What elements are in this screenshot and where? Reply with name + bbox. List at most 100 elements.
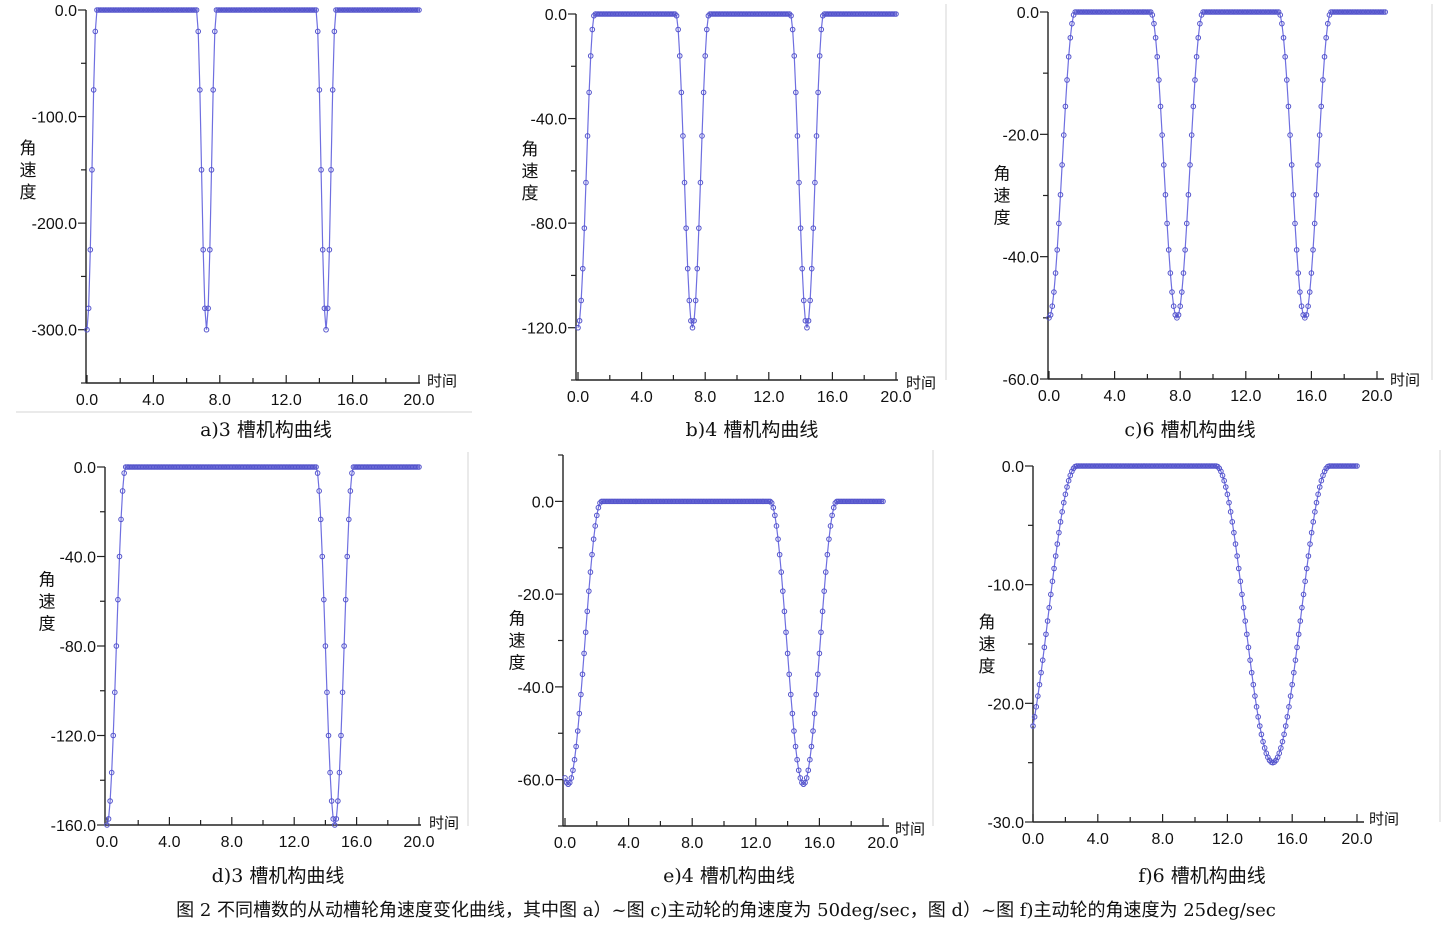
data-point bbox=[584, 133, 591, 139]
data-point bbox=[1308, 270, 1315, 276]
data-point bbox=[118, 516, 124, 523]
data-point bbox=[797, 225, 804, 231]
y-tick-label: -80.0 bbox=[531, 216, 568, 233]
data-point bbox=[316, 488, 322, 494]
data-point bbox=[795, 767, 802, 774]
data-point bbox=[1052, 553, 1059, 559]
data-point bbox=[1318, 103, 1325, 110]
y-tick-label: -20.0 bbox=[988, 696, 1025, 713]
data-point bbox=[322, 643, 329, 649]
y-tick-label: -40.0 bbox=[60, 550, 97, 567]
data-point bbox=[1144, 9, 1151, 15]
data-point bbox=[1300, 591, 1307, 598]
data-point bbox=[587, 569, 594, 575]
x-tick-label: 12.0 bbox=[1230, 388, 1261, 405]
data-point bbox=[812, 179, 818, 186]
data-point bbox=[1281, 731, 1287, 738]
data-point bbox=[800, 297, 807, 304]
x-tick-label: 4.0 bbox=[630, 389, 652, 406]
data-point bbox=[584, 608, 591, 615]
data-point bbox=[113, 643, 120, 649]
x-tick-label: 4.0 bbox=[617, 835, 639, 852]
data-point bbox=[1292, 220, 1298, 227]
data-point bbox=[87, 246, 94, 253]
data-point bbox=[1159, 132, 1165, 138]
data-point bbox=[1039, 657, 1046, 663]
data-point bbox=[1287, 132, 1293, 138]
x-tick-label: 0.0 bbox=[96, 834, 118, 851]
x-tick-label: 20.0 bbox=[403, 834, 434, 851]
data-point bbox=[581, 650, 587, 657]
data-point bbox=[1219, 472, 1226, 479]
x-tick-label: 16.0 bbox=[817, 389, 848, 406]
data-point bbox=[1067, 34, 1074, 41]
data-point bbox=[1146, 9, 1152, 15]
data-point bbox=[1226, 499, 1232, 506]
data-point bbox=[1289, 681, 1295, 688]
data-point bbox=[104, 822, 110, 828]
data-point bbox=[680, 133, 686, 139]
data-point bbox=[794, 756, 800, 763]
x-axis-label: 时间 bbox=[429, 814, 459, 832]
data-point bbox=[1261, 745, 1268, 751]
data-point bbox=[1221, 477, 1227, 484]
x-tick-label: 4.0 bbox=[158, 834, 180, 851]
x-tick-label: 8.0 bbox=[694, 389, 716, 406]
x-tick-label: 0.0 bbox=[76, 392, 98, 409]
data-point bbox=[1305, 303, 1311, 309]
chart-panel: 0.0 -40.0 -80.0 -120.0 0.0 4.0 8.0 12.0 16.0 20.0… bbox=[522, 4, 947, 441]
data-point bbox=[1229, 519, 1236, 525]
data-point bbox=[1154, 53, 1161, 60]
data-point bbox=[1060, 499, 1067, 506]
data-point bbox=[1169, 289, 1175, 295]
data-point bbox=[880, 498, 886, 505]
x-tick-label: 8.0 bbox=[1169, 388, 1191, 405]
y-tick-label: -60.0 bbox=[518, 773, 555, 790]
data-point bbox=[1307, 541, 1313, 547]
y-axis-label: 速 bbox=[979, 635, 996, 655]
data-point bbox=[813, 133, 820, 139]
data-point bbox=[699, 133, 705, 139]
data-point bbox=[1303, 565, 1310, 572]
data-point bbox=[349, 470, 355, 476]
data-point bbox=[342, 596, 349, 603]
data-point bbox=[700, 89, 707, 96]
data-point bbox=[1062, 491, 1069, 498]
y-axis-label: 度 bbox=[994, 209, 1011, 229]
data-point bbox=[335, 798, 341, 804]
data-point bbox=[786, 671, 792, 678]
data-point bbox=[589, 26, 596, 33]
data-point bbox=[1297, 618, 1304, 624]
y-axis-label: 速 bbox=[39, 592, 56, 612]
data-point bbox=[799, 779, 805, 786]
data-point bbox=[703, 26, 710, 33]
data-point bbox=[1310, 247, 1316, 253]
data-point bbox=[331, 28, 338, 35]
y-tick-label: -120.0 bbox=[51, 729, 96, 746]
data-point bbox=[597, 500, 603, 506]
data-point bbox=[802, 779, 808, 786]
x-tick-label: 16.0 bbox=[1277, 831, 1308, 848]
data-point bbox=[565, 781, 571, 788]
data-point bbox=[202, 305, 208, 312]
data-point bbox=[1151, 20, 1157, 27]
x-tick-label: 20.0 bbox=[867, 835, 898, 852]
y-tick-label: -10.0 bbox=[988, 578, 1025, 595]
y-axis-label: 角 bbox=[522, 140, 539, 160]
data-point bbox=[575, 324, 581, 331]
data-point bbox=[195, 28, 202, 35]
data-point bbox=[691, 317, 697, 324]
data-point bbox=[119, 488, 126, 494]
data-point bbox=[112, 689, 118, 696]
data-point bbox=[832, 500, 839, 506]
data-point bbox=[688, 317, 694, 324]
x-axis-label: 时间 bbox=[1390, 371, 1420, 389]
data-point bbox=[586, 588, 592, 594]
data-point bbox=[330, 816, 337, 822]
data-point bbox=[1313, 191, 1320, 198]
data-point bbox=[319, 246, 326, 253]
data-point bbox=[1273, 757, 1279, 764]
data-point bbox=[1149, 12, 1156, 18]
data-point bbox=[1057, 519, 1064, 525]
